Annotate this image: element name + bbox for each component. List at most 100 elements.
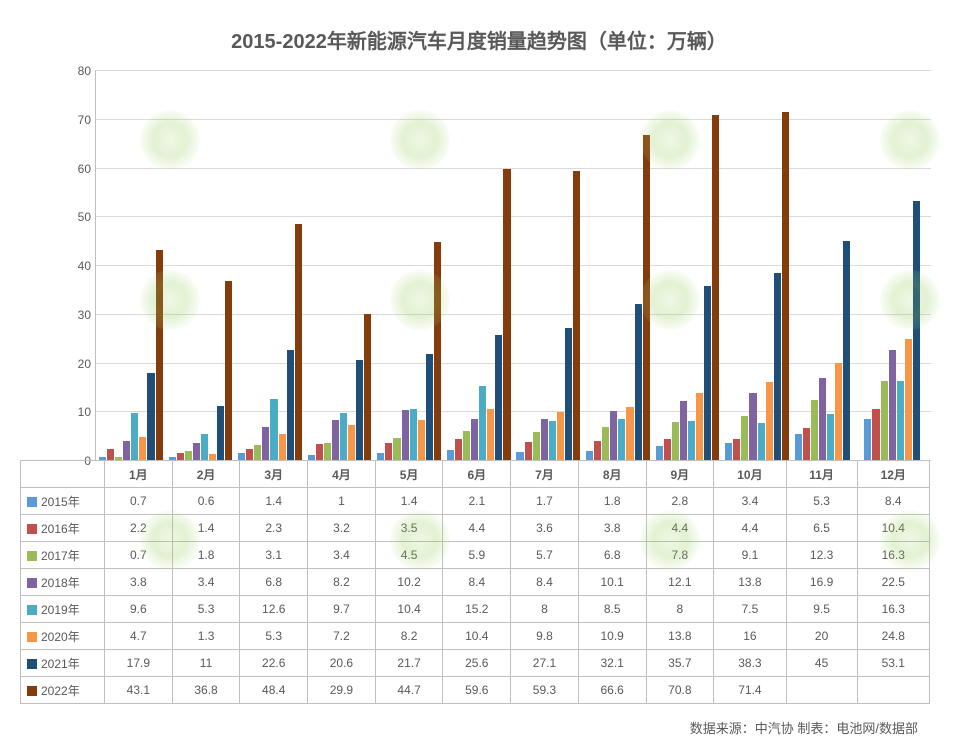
legend-cell: 2016年 [21, 515, 105, 542]
series-name: 2022年 [41, 684, 80, 698]
data-cell: 5.3 [172, 596, 240, 623]
bar [177, 453, 184, 460]
bar [201, 434, 208, 460]
bar [733, 439, 740, 460]
bar [324, 443, 331, 460]
data-cell: 70.8 [646, 677, 714, 704]
series-name: 2020年 [41, 630, 80, 644]
bar [270, 399, 277, 460]
y-axis-label: 20 [61, 357, 96, 371]
bar [225, 281, 232, 460]
bar [131, 413, 138, 460]
bar [635, 304, 642, 460]
data-cell: 2.1 [443, 488, 511, 515]
table-row: 2016年2.21.42.33.23.54.43.63.84.44.46.510… [21, 515, 930, 542]
data-cell: 1.8 [578, 488, 646, 515]
bar [364, 314, 371, 460]
y-axis-label: 30 [61, 308, 96, 322]
bar [881, 381, 888, 460]
month-group [653, 70, 723, 460]
data-cell: 32.1 [578, 650, 646, 677]
table-row: 2015年0.70.61.411.42.11.71.82.83.45.38.4 [21, 488, 930, 515]
bar [287, 350, 294, 460]
y-axis-label: 40 [61, 259, 96, 273]
bar [123, 441, 130, 460]
data-cell: 29.9 [308, 677, 376, 704]
bar [725, 443, 732, 460]
bar [377, 453, 384, 460]
bar [139, 437, 146, 460]
bar [618, 419, 625, 460]
data-cell: 20 [786, 623, 857, 650]
data-cell: 2.3 [240, 515, 308, 542]
bar [573, 171, 580, 460]
data-cell: 4.5 [375, 542, 443, 569]
month-header: 3月 [240, 461, 308, 488]
data-cell: 4.4 [714, 515, 786, 542]
month-header: 1月 [105, 461, 173, 488]
bar [610, 411, 617, 460]
bar [107, 449, 114, 460]
data-cell: 7.5 [714, 596, 786, 623]
data-cell: 10.4 [375, 596, 443, 623]
plot-area: 01020304050607080 [95, 70, 931, 461]
data-cell: 1.3 [172, 623, 240, 650]
data-cell: 8.5 [578, 596, 646, 623]
data-cell: 5.9 [443, 542, 511, 569]
bars-container [96, 70, 931, 460]
data-cell: 1 [308, 488, 376, 515]
month-group [583, 70, 653, 460]
data-cell: 8.2 [308, 569, 376, 596]
bar [393, 438, 400, 460]
data-cell: 43.1 [105, 677, 173, 704]
data-cell: 21.7 [375, 650, 443, 677]
table-row: 2022年43.136.848.429.944.759.659.366.670.… [21, 677, 930, 704]
y-axis-label: 10 [61, 405, 96, 419]
bar [712, 115, 719, 460]
bar [741, 416, 748, 460]
data-cell: 9.5 [786, 596, 857, 623]
month-header: 10月 [714, 461, 786, 488]
data-cell: 8.4 [857, 488, 930, 515]
month-group [235, 70, 305, 460]
bar [332, 420, 339, 460]
data-cell: 0.6 [172, 488, 240, 515]
data-cell: 5.7 [511, 542, 579, 569]
bar [156, 250, 163, 460]
data-cell: 8.2 [375, 623, 443, 650]
data-cell: 59.6 [443, 677, 511, 704]
bar [803, 428, 810, 460]
bar [426, 354, 433, 460]
data-cell: 6.8 [578, 542, 646, 569]
legend-swatch [27, 632, 37, 642]
data-cell: 12.6 [240, 596, 308, 623]
month-header: 5月 [375, 461, 443, 488]
bar [516, 452, 523, 460]
data-cell: 48.4 [240, 677, 308, 704]
data-cell [786, 677, 857, 704]
data-cell: 9.7 [308, 596, 376, 623]
table-row: 2017年0.71.83.13.44.55.95.76.87.89.112.31… [21, 542, 930, 569]
month-group [861, 70, 931, 460]
month-header: 8月 [578, 461, 646, 488]
data-cell: 2.2 [105, 515, 173, 542]
bar [688, 421, 695, 460]
data-cell: 9.1 [714, 542, 786, 569]
data-cell: 3.5 [375, 515, 443, 542]
data-cell: 9.8 [511, 623, 579, 650]
series-name: 2018年 [41, 576, 80, 590]
data-cell: 1.4 [172, 515, 240, 542]
bar [479, 386, 486, 460]
bar [602, 427, 609, 460]
month-header: 2月 [172, 461, 240, 488]
month-header: 11月 [786, 461, 857, 488]
data-cell: 3.4 [172, 569, 240, 596]
series-name: 2015年 [41, 495, 80, 509]
bar [843, 241, 850, 460]
data-cell: 4.7 [105, 623, 173, 650]
bar [872, 409, 879, 460]
data-cell: 12.1 [646, 569, 714, 596]
bar [586, 451, 593, 460]
month-header: 6月 [443, 461, 511, 488]
legend-header [21, 461, 105, 488]
